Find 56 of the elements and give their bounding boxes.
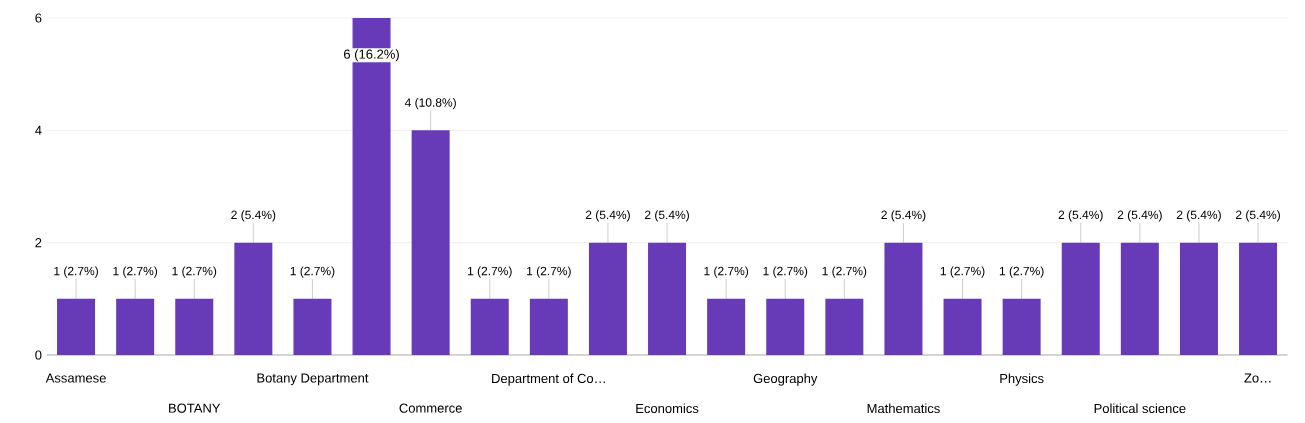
bar	[1061, 242, 1100, 355]
data-label: 2 (5.4%)	[585, 210, 630, 222]
data-label: 2 (5.4%)	[231, 210, 276, 222]
bar	[57, 298, 96, 355]
data-label: 1 (2.7%)	[290, 266, 335, 278]
x-tick-label: Geography	[753, 373, 818, 386]
bar	[1120, 242, 1159, 355]
bar	[470, 298, 509, 355]
x-tick-label: BOTANY	[169, 403, 221, 413]
data-label: 2 (5.4%)	[881, 210, 926, 222]
data-label: 1 (2.7%)	[113, 266, 158, 278]
bar	[588, 242, 627, 355]
data-label: 4 (10.8%)	[404, 97, 456, 110]
data-label: 1 (2.7%)	[172, 266, 217, 278]
data-label: 1 (2.7%)	[54, 266, 98, 278]
bar	[707, 298, 746, 355]
x-tick-label: Department of Co…	[492, 373, 605, 386]
bar	[766, 298, 805, 355]
data-label: 2 (5.4%)	[1235, 210, 1280, 222]
bar	[1002, 298, 1041, 355]
y-tick-label: 2	[35, 238, 42, 248]
bar	[234, 242, 273, 355]
x-tick-label: Assamese	[45, 373, 106, 383]
bar	[411, 130, 450, 355]
bar	[884, 242, 923, 355]
bar	[1179, 242, 1218, 355]
data-label: 1 (2.7%)	[763, 266, 808, 278]
bar	[648, 242, 687, 355]
x-tick-label: Political science	[1094, 403, 1186, 414]
x-tick-label: Economics	[636, 403, 699, 414]
y-tick-label: 4	[35, 125, 42, 135]
data-label: 1 (2.7%)	[704, 266, 749, 278]
x-tick-label: Botany Department	[257, 373, 369, 386]
x-tick-label: Commerce	[399, 403, 462, 413]
x-tick-label: Physics	[1000, 373, 1044, 386]
data-label: 2 (5.4%)	[644, 210, 689, 222]
data-label: 2 (5.4%)	[1058, 210, 1103, 222]
bar	[1239, 242, 1278, 355]
y-tick-label: 0	[35, 350, 42, 360]
data-label: 1 (2.7%)	[467, 266, 512, 278]
data-label: 1 (2.7%)	[822, 266, 867, 278]
y-tick-label: 6	[35, 13, 42, 23]
data-label: 1 (2.7%)	[999, 266, 1044, 278]
bar	[943, 298, 982, 355]
bar	[529, 298, 568, 355]
bar	[293, 298, 332, 355]
data-label: 1 (2.7%)	[940, 266, 985, 278]
data-label: 2 (5.4%)	[1117, 210, 1162, 222]
bar	[116, 298, 155, 355]
x-tick-label: Mathematics	[867, 403, 940, 414]
data-label: 1 (2.7%)	[527, 266, 571, 278]
x-tick-label: Zo…	[1244, 373, 1271, 383]
data-label: 2 (5.4%)	[1176, 210, 1221, 222]
bar	[175, 298, 214, 355]
data-label: 6 (16.2%)	[344, 49, 399, 62]
bar	[825, 298, 864, 355]
